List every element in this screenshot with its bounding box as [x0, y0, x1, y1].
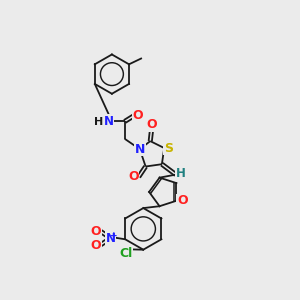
- Text: O: O: [133, 109, 143, 122]
- Text: O: O: [91, 238, 101, 252]
- Text: O: O: [91, 225, 101, 238]
- Text: O: O: [177, 194, 188, 207]
- Text: O: O: [128, 170, 139, 183]
- Text: Cl: Cl: [119, 247, 133, 260]
- Text: +: +: [110, 231, 117, 240]
- Text: H: H: [94, 117, 103, 127]
- Text: O: O: [146, 118, 157, 131]
- Text: H: H: [176, 167, 186, 180]
- Text: N: N: [103, 115, 113, 128]
- Text: S: S: [164, 142, 173, 154]
- Text: N: N: [135, 143, 145, 156]
- Text: N: N: [106, 232, 116, 244]
